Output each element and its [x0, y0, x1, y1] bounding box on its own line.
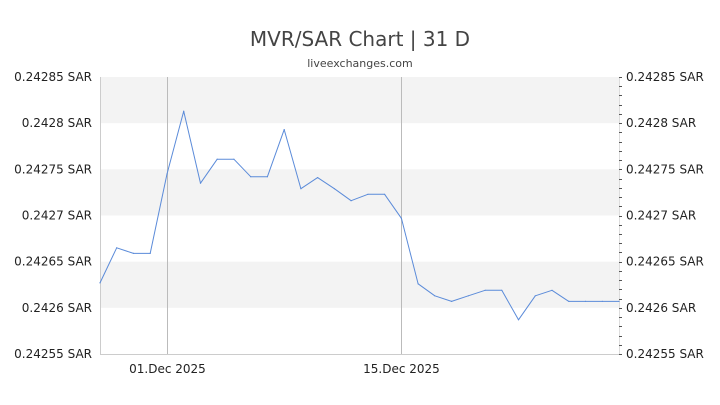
y-tick-label-left: 0.24285 SAR	[14, 70, 92, 84]
data-point	[199, 182, 202, 184]
data-point	[618, 300, 620, 302]
y-tick-label-right: 0.2426 SAR	[626, 301, 696, 315]
data-point	[233, 158, 235, 160]
x-tick-label: 01.Dec 2025	[129, 362, 206, 376]
data-point	[283, 129, 285, 131]
data-point	[333, 188, 335, 190]
data-point	[484, 289, 486, 291]
data-point	[434, 295, 436, 297]
data-point	[467, 295, 469, 297]
data-point	[517, 319, 520, 321]
x-tick-label: 15.Dec 2025	[363, 362, 440, 376]
data-point	[367, 193, 369, 195]
grid-band	[100, 261, 619, 308]
grid-bands	[100, 77, 619, 308]
data-point	[116, 247, 118, 249]
y-tick-label-left: 0.2427 SAR	[22, 209, 92, 223]
y-tick-label-left: 0.2426 SAR	[22, 301, 92, 315]
y-tick-label-left: 0.24255 SAR	[14, 347, 92, 361]
data-point	[601, 300, 603, 302]
x-axis: 01.Dec 2025 15.Dec 2025	[129, 362, 440, 376]
y-tick-label-right: 0.2427 SAR	[626, 209, 696, 223]
data-point	[317, 177, 319, 179]
data-point	[300, 188, 302, 190]
data-point	[250, 176, 252, 178]
data-point	[501, 289, 503, 291]
y-tick-label-left: 0.24275 SAR	[14, 162, 92, 176]
data-point	[551, 289, 553, 291]
data-point	[216, 158, 218, 160]
y-tick-label-right: 0.2428 SAR	[626, 116, 696, 130]
data-point	[99, 282, 101, 284]
data-point	[534, 295, 536, 297]
x-gridlines	[167, 77, 402, 354]
y-tick-label-right: 0.24285 SAR	[626, 70, 704, 84]
grid-band	[100, 77, 619, 124]
data-point	[149, 252, 151, 254]
y-tick-label-right: 0.24275 SAR	[626, 162, 704, 176]
y-tick-label-right: 0.24265 SAR	[626, 255, 704, 269]
y-axis-right: 0.24285 SAR 0.2428 SAR 0.24275 SAR 0.2427 S…	[619, 70, 704, 361]
data-point	[166, 173, 168, 175]
data-point	[417, 283, 419, 285]
data-point	[400, 217, 402, 219]
grid-band	[100, 169, 619, 216]
series-layer	[99, 110, 620, 321]
y-tick-label-left: 0.24265 SAR	[14, 255, 92, 269]
data-point	[451, 300, 453, 302]
y-axis-left: 0.24285 SAR 0.2428 SAR 0.24275 SAR 0.2427 S…	[14, 70, 92, 361]
chart-subtitle: liveexchanges.com	[307, 57, 412, 70]
data-point	[584, 300, 587, 302]
data-point	[132, 252, 135, 254]
data-point	[266, 176, 268, 178]
series-line	[99, 110, 619, 321]
data-point	[350, 200, 352, 202]
y-tick-label-right: 0.24255 SAR	[626, 347, 704, 361]
data-point	[384, 193, 386, 195]
y-tick-label-left: 0.2428 SAR	[22, 116, 92, 130]
data-point	[183, 110, 185, 112]
chart-title: MVR/SAR Chart | 31 D	[250, 27, 470, 51]
data-point	[568, 300, 570, 302]
